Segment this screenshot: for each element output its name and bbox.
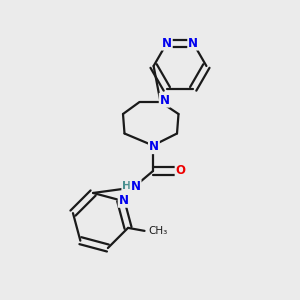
Text: N: N [188,37,198,50]
Text: N: N [149,140,159,153]
Text: N: N [160,94,170,107]
Text: N: N [130,180,141,193]
Text: N: N [119,194,129,207]
Text: CH₃: CH₃ [148,226,167,236]
Text: N: N [162,37,172,50]
Text: O: O [176,164,186,178]
Text: H: H [122,181,131,191]
